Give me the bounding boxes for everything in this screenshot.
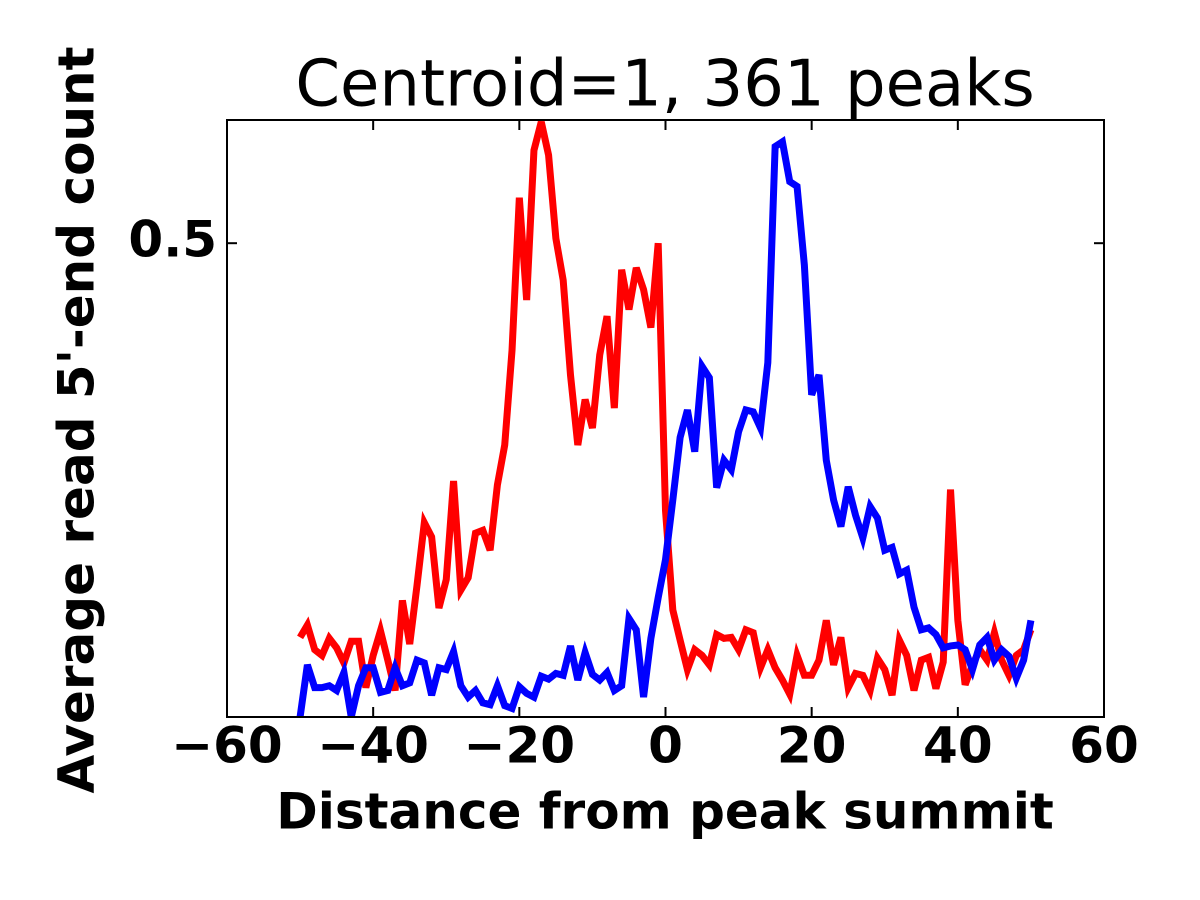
y-axis-label: Average read 5'-end count: [48, 46, 106, 793]
data-line: [296, 136, 1035, 717]
plot-lines: [296, 121, 1035, 717]
x-tick-label: 0: [648, 717, 683, 775]
x-tick-label: −40: [317, 717, 428, 775]
x-axis-label: Distance from peak summit: [276, 783, 1054, 841]
x-tick-label: −60: [171, 717, 282, 775]
x-tick-label: 60: [1069, 717, 1139, 775]
data-line: [297, 121, 1035, 705]
x-tick-label: 20: [777, 717, 847, 775]
x-tick-label: 40: [923, 717, 993, 775]
chart-title: Centroid=1, 361 peaks: [295, 48, 1034, 122]
x-tick-label: −20: [464, 717, 575, 775]
y-tick-label: 0.5: [128, 211, 217, 269]
